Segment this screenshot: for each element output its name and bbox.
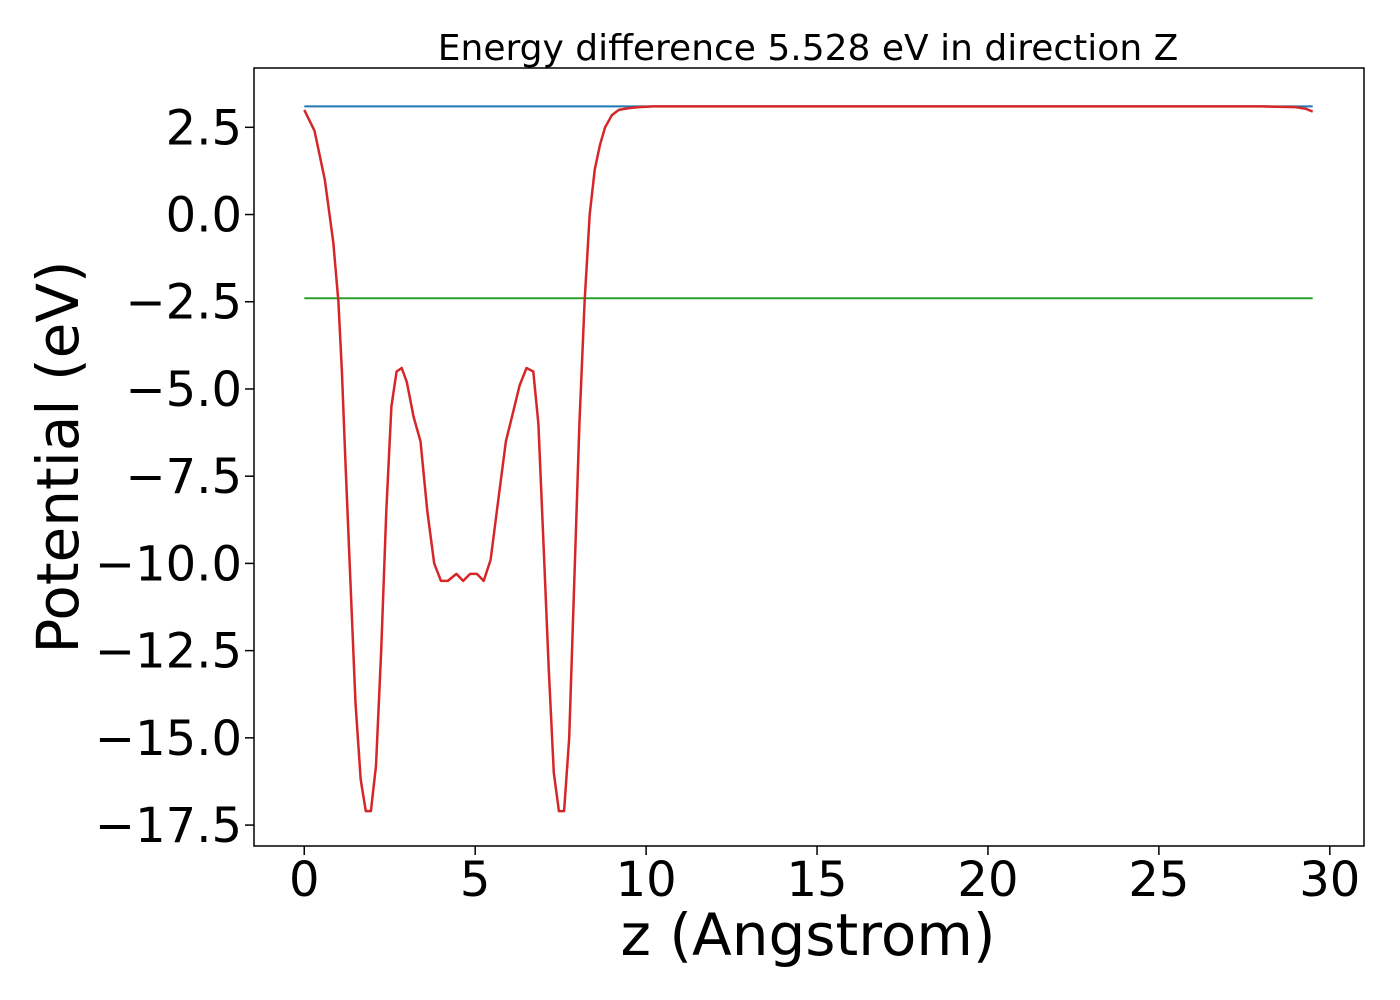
y-tick-label: 0.0 bbox=[166, 188, 242, 244]
y-axis-label: Potential (eV) bbox=[24, 260, 92, 653]
plot-area: 0 5 10 15 20 25 30 2.5 0.0 −2.5 −5.0 −7.5 −10.0 −12.… bbox=[95, 67, 1365, 908]
x-tick-label: 20 bbox=[957, 852, 1018, 908]
series-layer bbox=[303, 105, 1314, 813]
y-tick-label: −10.0 bbox=[95, 536, 242, 592]
chart-title: Energy difference 5.528 eV in direction … bbox=[438, 28, 1179, 69]
y-tick-label: −17.5 bbox=[95, 798, 242, 854]
x-tick-label: 5 bbox=[460, 852, 491, 908]
x-tick-label: 15 bbox=[786, 852, 847, 908]
x-tick-label: 10 bbox=[616, 852, 677, 908]
y-tick-label: −15.0 bbox=[95, 711, 242, 767]
y-tick-label: −5.0 bbox=[125, 362, 242, 418]
x-tick-label: 0 bbox=[289, 852, 320, 908]
x-axis-label: z (Angstrom) bbox=[621, 901, 996, 969]
y-tick-label: 2.5 bbox=[166, 100, 242, 156]
x-axis-ticks: 0 5 10 15 20 25 30 bbox=[289, 846, 1360, 908]
axes-frame bbox=[253, 67, 1365, 847]
x-tick-label: 25 bbox=[1128, 852, 1189, 908]
y-tick-label: −7.5 bbox=[125, 449, 242, 505]
x-tick-label: 30 bbox=[1299, 852, 1360, 908]
y-tick-label: −12.5 bbox=[95, 624, 242, 680]
y-axis-ticks: 2.5 0.0 −2.5 −5.0 −7.5 −10.0 −12.5 −15.0 −17.5 bbox=[95, 100, 254, 854]
y-tick-label: −2.5 bbox=[125, 275, 242, 331]
series-line-3 bbox=[303, 105, 1314, 813]
